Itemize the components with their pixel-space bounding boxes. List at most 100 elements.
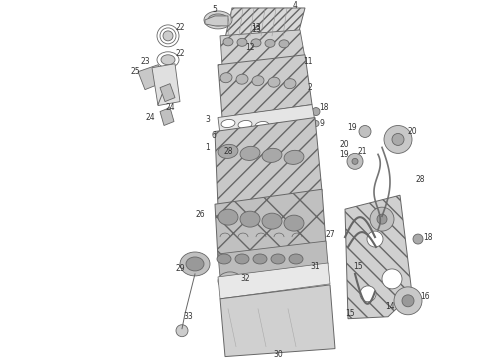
Ellipse shape (272, 122, 286, 131)
Text: 27: 27 (325, 230, 335, 239)
Ellipse shape (252, 76, 264, 86)
Text: 15: 15 (345, 309, 355, 318)
Ellipse shape (240, 211, 260, 227)
Ellipse shape (271, 254, 285, 264)
Circle shape (367, 231, 383, 247)
Ellipse shape (217, 254, 231, 264)
Ellipse shape (223, 38, 233, 46)
Text: 18: 18 (423, 233, 433, 242)
Text: 9: 9 (319, 119, 324, 128)
Ellipse shape (268, 77, 280, 87)
Ellipse shape (218, 144, 238, 158)
Ellipse shape (236, 74, 248, 84)
Text: 2: 2 (308, 83, 313, 92)
Ellipse shape (230, 144, 246, 154)
Polygon shape (215, 117, 322, 207)
Text: 28: 28 (223, 147, 233, 156)
Ellipse shape (265, 39, 275, 47)
Text: 19: 19 (339, 150, 349, 159)
Polygon shape (220, 285, 335, 357)
Text: 21: 21 (357, 147, 367, 156)
Text: 32: 32 (240, 274, 250, 283)
Polygon shape (138, 65, 165, 90)
Text: 16: 16 (420, 292, 430, 301)
Text: 20: 20 (407, 127, 417, 136)
Circle shape (307, 126, 313, 132)
Text: 4: 4 (293, 1, 297, 10)
Circle shape (382, 269, 402, 289)
Circle shape (352, 158, 358, 165)
Circle shape (160, 28, 176, 44)
Polygon shape (218, 105, 315, 135)
Circle shape (176, 325, 188, 337)
Text: 24: 24 (165, 103, 175, 112)
Polygon shape (225, 8, 305, 38)
Polygon shape (218, 241, 328, 277)
Circle shape (312, 108, 320, 116)
Circle shape (226, 43, 250, 67)
Circle shape (370, 207, 394, 231)
Circle shape (226, 277, 234, 285)
Circle shape (157, 25, 179, 47)
Circle shape (402, 295, 414, 307)
Ellipse shape (262, 213, 282, 229)
Ellipse shape (262, 148, 282, 162)
Circle shape (233, 50, 243, 60)
Polygon shape (205, 16, 228, 26)
Ellipse shape (289, 254, 303, 264)
Text: 6: 6 (212, 131, 217, 140)
Circle shape (313, 121, 319, 126)
Text: 19: 19 (347, 123, 357, 132)
Text: 18: 18 (319, 103, 329, 112)
Ellipse shape (251, 39, 261, 47)
Text: 1: 1 (206, 143, 210, 152)
Polygon shape (160, 84, 175, 102)
Text: 24: 24 (145, 113, 155, 122)
Circle shape (413, 234, 423, 244)
Text: 11: 11 (303, 57, 313, 66)
Text: 5: 5 (213, 5, 218, 14)
Text: 31: 31 (310, 262, 320, 271)
Ellipse shape (208, 14, 228, 26)
Text: 3: 3 (206, 115, 210, 124)
Ellipse shape (240, 147, 260, 161)
Text: 13: 13 (251, 23, 261, 32)
Ellipse shape (284, 215, 304, 231)
Text: 12: 12 (245, 43, 255, 52)
Polygon shape (345, 195, 412, 319)
Text: 14: 14 (385, 302, 395, 311)
Polygon shape (215, 189, 326, 259)
Circle shape (384, 126, 412, 153)
Circle shape (219, 135, 225, 140)
Polygon shape (152, 64, 180, 105)
Text: 22: 22 (175, 23, 185, 32)
Ellipse shape (279, 40, 289, 48)
Ellipse shape (289, 123, 303, 131)
Ellipse shape (255, 121, 269, 130)
Ellipse shape (161, 55, 175, 65)
Text: 23: 23 (140, 57, 150, 66)
Circle shape (216, 131, 228, 143)
Polygon shape (220, 30, 305, 66)
Ellipse shape (238, 121, 252, 129)
Ellipse shape (186, 257, 204, 271)
Text: 13: 13 (251, 26, 261, 35)
Text: 25: 25 (130, 67, 140, 76)
Ellipse shape (284, 79, 296, 89)
Text: 29: 29 (175, 265, 185, 274)
Circle shape (360, 286, 376, 302)
Circle shape (377, 214, 387, 224)
Circle shape (392, 134, 404, 145)
Circle shape (394, 287, 422, 315)
Ellipse shape (253, 254, 267, 264)
Text: 20: 20 (339, 140, 349, 149)
Circle shape (163, 31, 173, 41)
Text: 28: 28 (415, 175, 425, 184)
Circle shape (347, 153, 363, 169)
Ellipse shape (221, 120, 235, 127)
Text: 26: 26 (195, 210, 205, 219)
Text: 15: 15 (353, 262, 363, 271)
Ellipse shape (218, 209, 238, 225)
Ellipse shape (235, 254, 249, 264)
Text: 33: 33 (183, 312, 193, 321)
